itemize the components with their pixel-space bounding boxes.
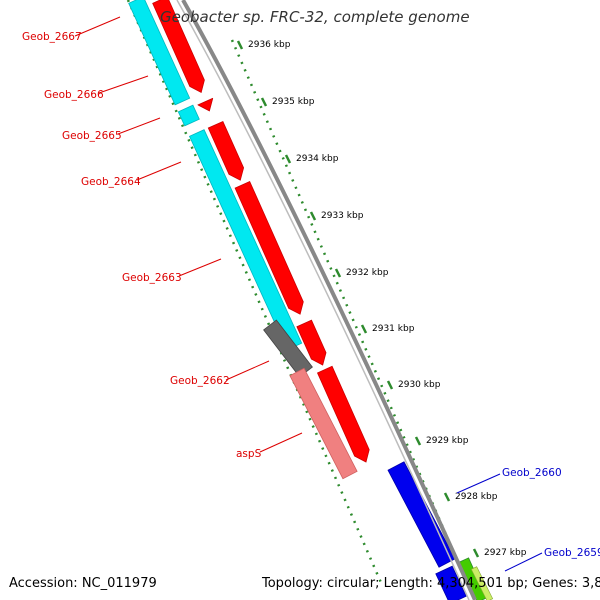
gene-label-leader (225, 360, 270, 381)
gene-green-block (470, 566, 494, 600)
cds-reverse-segment (128, 0, 191, 106)
scale-tick-label: 2935 kbp (272, 97, 315, 107)
topology-text: Topology: circular; Length: 4,304,501 bp… (262, 576, 600, 591)
backbone-layer (176, 0, 477, 600)
cds-reverse-segment (188, 129, 303, 351)
gene-label: Geob_2663 (122, 272, 182, 284)
gene-label-leader (504, 552, 543, 572)
scale-tick-mark (443, 492, 451, 502)
scale-tick-mark (472, 548, 480, 558)
scale-tick-label: 2927 kbp (484, 548, 527, 558)
gene-gray-block (263, 319, 313, 378)
accession-text: Accession: NC_011979 (9, 576, 157, 591)
gene-forward-arrow (234, 180, 304, 315)
gene-forward-arrow (197, 97, 214, 112)
scale-tick-mark (260, 97, 268, 107)
scale-tick-label: 2929 kbp (426, 436, 469, 446)
gene-pink-block (289, 367, 358, 480)
gene-label-leader (259, 432, 303, 453)
gene-label-leader (136, 161, 182, 181)
scale-tick-mark (334, 268, 342, 278)
scale-tick-mark (414, 436, 422, 446)
cds-reverse-segment (177, 104, 200, 127)
gene-label: Geob_2662 (170, 375, 230, 387)
gene-label: Geob_2667 (22, 31, 82, 43)
scale-tick-label: 2928 kbp (455, 492, 498, 502)
gene-blue-block (435, 565, 467, 600)
gene-feature-layer (128, 0, 494, 600)
gene-label-leader (98, 75, 149, 94)
gene-forward-arrow (296, 319, 327, 366)
gene-label: aspS (236, 448, 262, 460)
gene-blue-block (387, 461, 456, 568)
label-layer: 2936 kbp 2935 kbp 2934 kbp 2933 kbp 2932 kbp… (22, 16, 600, 572)
scale-tick-mark (360, 324, 368, 334)
gene-label-leader (117, 117, 161, 135)
gene-label: Geob_2666 (44, 89, 104, 101)
scale-tick-label: 2930 kbp (398, 380, 441, 390)
gene-label: Geob_2664 (81, 176, 141, 188)
gene-label-leader (178, 258, 222, 277)
gene-label: Geob_2659 (544, 547, 600, 559)
gene-forward-arrow (316, 365, 370, 463)
gene-label-leader (74, 16, 121, 37)
scale-tick-mark (236, 40, 244, 50)
gene-forward-arrow (152, 0, 205, 93)
backbone-inner-line (176, 0, 470, 600)
scale-tick-mark (284, 154, 292, 164)
inner-dotted-track (126, 0, 384, 586)
scale-tick-label: 2934 kbp (296, 154, 339, 164)
gene-label: Geob_2665 (62, 130, 122, 142)
scale-tick-label: 2936 kbp (248, 40, 291, 50)
gene-forward-arrow (207, 120, 245, 181)
map-title: Geobacter sp. FRC-32, complete genome (160, 8, 470, 26)
scale-tick-label: 2932 kbp (346, 268, 389, 278)
scale-tick-mark (386, 380, 394, 390)
gene-label-leader (456, 473, 501, 494)
scale-tick-label: 2931 kbp (372, 324, 415, 334)
scale-tick-label: 2933 kbp (321, 211, 364, 221)
backbone-line (181, 0, 477, 600)
scale-tick-mark (309, 211, 317, 221)
gene-label: Geob_2660 (502, 467, 562, 479)
